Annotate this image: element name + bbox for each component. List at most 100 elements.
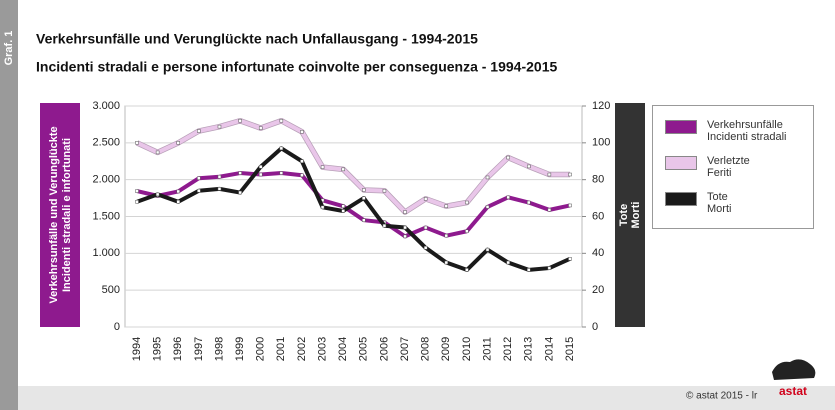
y-label-box [40, 103, 80, 327]
legend-label: Tote Morti [707, 191, 732, 215]
x-tick-label: 2015 [564, 337, 576, 361]
point [341, 167, 345, 172]
legend-label: Verkehrsunfälle Incidenti stradali [707, 119, 787, 143]
point [217, 124, 222, 129]
point [506, 260, 510, 265]
point [258, 126, 263, 130]
y2-tick-label: 40 [592, 247, 604, 259]
y2-tick-label: 20 [592, 284, 604, 296]
chart-title: Verkehrsunfälle und Verunglückte nach Un… [36, 31, 478, 47]
point [568, 257, 572, 261]
y-tick-label: 1.500 [92, 210, 120, 222]
y-tick-label: 3.000 [92, 100, 120, 112]
x-tick-label: 2007 [399, 337, 411, 361]
point [217, 187, 222, 191]
point [155, 192, 160, 197]
point [527, 200, 531, 205]
point [341, 204, 345, 208]
x-tick-label: 2004 [337, 337, 349, 361]
x-tick-label: 2014 [543, 337, 555, 361]
y-tick-label: 2.000 [92, 174, 120, 186]
x-tick-label: 2010 [461, 337, 473, 361]
point [238, 190, 242, 195]
point [135, 189, 139, 193]
x-tick-label: 2000 [255, 337, 267, 361]
figure-label: Graf. 1 [3, 31, 15, 66]
x-tick-label: 2008 [420, 337, 432, 361]
point [300, 159, 304, 163]
x-tick-label: 2006 [378, 337, 390, 361]
point [197, 188, 201, 193]
point [135, 141, 139, 145]
y2-tick-label: 60 [592, 210, 604, 222]
point [197, 129, 201, 133]
point [320, 205, 325, 210]
y2-label-box [615, 103, 645, 327]
series-line [136, 146, 571, 272]
footer-strip [18, 386, 835, 410]
series-line [136, 171, 571, 239]
y-axis-label: Incidenti stradali e infortunati [61, 138, 73, 292]
point [300, 130, 304, 134]
point [547, 208, 552, 212]
point [362, 188, 366, 192]
point [568, 172, 572, 177]
point [444, 204, 449, 208]
point [176, 189, 180, 194]
point [258, 165, 263, 169]
x-tick-label: 2012 [502, 337, 514, 361]
y2-tick-label: 80 [592, 174, 604, 186]
point [155, 150, 160, 155]
y-axis-label: Verkehrsunfälle und Verunglückte [48, 126, 60, 303]
point [465, 200, 469, 205]
point [465, 229, 469, 233]
y-tick-label: 1.000 [92, 247, 120, 259]
point [258, 172, 263, 177]
x-tick-label: 2002 [296, 337, 308, 361]
x-tick-label: 2009 [440, 337, 452, 361]
point [176, 141, 180, 145]
point [362, 196, 366, 200]
x-tick-label: 1999 [234, 337, 246, 361]
point [465, 268, 469, 272]
series-line [136, 118, 570, 215]
y2-tick-label: 120 [592, 100, 610, 112]
y2-tick-label: 100 [592, 137, 610, 149]
point [135, 200, 139, 204]
point [382, 223, 387, 228]
point [527, 268, 531, 272]
y2-axis-label: Tote [618, 204, 630, 226]
point [485, 205, 490, 209]
point [279, 171, 284, 175]
logo: astat [779, 384, 807, 398]
source: © astat 2015 - lr [686, 391, 758, 402]
x-tick-label: 2003 [316, 337, 328, 361]
side-strip [0, 0, 18, 410]
point [176, 200, 180, 204]
point [238, 118, 242, 123]
x-tick-label: 1994 [131, 337, 143, 361]
chart-subtitle: Incidenti stradali e persone infortunate… [36, 59, 557, 75]
x-tick-label: 2011 [481, 337, 493, 361]
point [362, 218, 366, 222]
point [403, 225, 407, 230]
legend: Verkehrsunfälle Incidenti stradali Verlet… [652, 105, 814, 229]
x-tick-label: 1997 [193, 337, 205, 361]
x-tick-label: 1996 [172, 337, 184, 361]
point [568, 203, 572, 208]
x-tick-label: 2005 [358, 337, 370, 361]
legend-swatch [665, 156, 697, 170]
x-tick-label: 1995 [152, 337, 164, 361]
x-tick-label: 2001 [275, 337, 287, 361]
legend-label: Verletzte Feriti [707, 155, 750, 179]
legend-swatch [665, 192, 697, 206]
point [279, 118, 284, 123]
point [547, 172, 552, 177]
point [217, 174, 222, 179]
y2-tick-label: 0 [592, 321, 598, 333]
x-tick-label: 1998 [213, 337, 225, 361]
y-tick-label: 2.500 [92, 137, 120, 149]
point [423, 225, 428, 230]
y-tick-label: 500 [102, 284, 120, 296]
